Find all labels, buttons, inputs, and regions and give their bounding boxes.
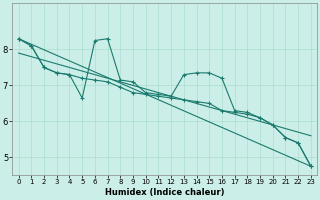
X-axis label: Humidex (Indice chaleur): Humidex (Indice chaleur) bbox=[105, 188, 225, 197]
